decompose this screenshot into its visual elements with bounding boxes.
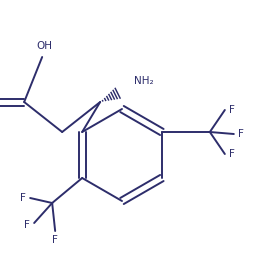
Text: F: F (20, 193, 26, 203)
Text: F: F (229, 149, 235, 159)
Text: F: F (238, 129, 244, 139)
Text: OH: OH (36, 41, 52, 51)
Text: F: F (24, 220, 30, 230)
Text: NH₂: NH₂ (134, 76, 154, 86)
Text: F: F (52, 235, 58, 245)
Text: F: F (229, 105, 235, 115)
